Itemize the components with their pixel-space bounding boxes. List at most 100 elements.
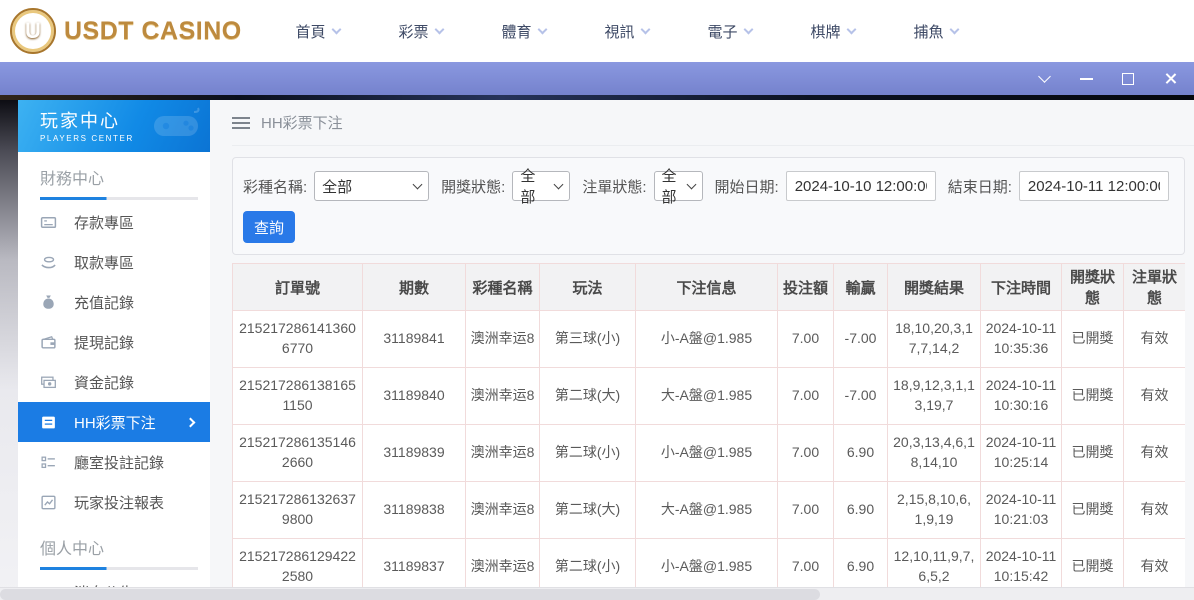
table-cell: -7.00 [833, 310, 888, 368]
window-title-bar [0, 62, 1194, 95]
table-cell: 小-A盤@1.985 [635, 310, 778, 368]
table-cell: 31189841 [362, 310, 466, 368]
table-column-header: 訂單號 [232, 263, 363, 311]
minimize-button[interactable] [1076, 69, 1096, 89]
table-column-header: 彩種名稱 [465, 263, 540, 311]
table-cell: 已開獎 [1061, 367, 1124, 425]
table-cell: 2152172861326379800 [232, 481, 363, 539]
table-cell: 澳洲幸运8 [465, 481, 540, 539]
end-date-input[interactable] [1018, 171, 1169, 201]
table-cell: 澳洲幸运8 [465, 310, 540, 368]
nav-item-3[interactable]: 體育 [472, 0, 575, 62]
nav-item-4[interactable]: 視訊 [575, 0, 678, 62]
nav-item-7[interactable]: 捕魚 [884, 0, 987, 62]
table-cell: 7.00 [777, 424, 834, 482]
selected-value: 全部 [322, 178, 353, 196]
order-status-select[interactable]: 全部 [653, 168, 703, 206]
table-column-header: 開獎狀態 [1061, 263, 1124, 311]
main-nav: 首頁 彩票 體育 視訊 電子 棋牌 捕魚 [266, 0, 987, 62]
chevron-down-icon [412, 179, 423, 190]
sidebar-item-label: 玩家投注報表 [74, 494, 165, 512]
table-cell: 31189838 [362, 481, 466, 539]
table-cell: 澳洲幸运8 [465, 424, 540, 482]
sidebar-title: 玩家中心 [40, 111, 120, 131]
table-cell: 18,9,12,3,1,13,19,7 [887, 367, 981, 425]
sidebar-item-0-0[interactable]: 存款專區 [18, 202, 210, 242]
table-cell: 2024-10-11 10:25:14 [980, 424, 1062, 482]
table-cell: 20,3,13,4,6,18,14,10 [887, 424, 981, 482]
sidebar-item-0-7[interactable]: 玩家投注報表 [18, 482, 210, 522]
lottery-name-select[interactable]: 全部 [314, 171, 430, 201]
page-title: HH彩票下注 [261, 115, 343, 132]
table-cell: 第三球(小) [539, 310, 636, 368]
draw-status-select[interactable]: 全部 [512, 168, 571, 206]
query-button[interactable]: 查詢 [243, 211, 295, 243]
table-cell: 7.00 [777, 367, 834, 425]
decorative-divider [0, 95, 1194, 100]
selected-value: 全部 [661, 168, 677, 206]
sidebar-item-0-1[interactable]: 取款專區 [18, 242, 210, 282]
table-cell: 7.00 [777, 310, 834, 368]
table-cell: 有效 [1123, 481, 1185, 539]
section-title: 個人中心 [40, 541, 105, 558]
table-cell: 31189837 [362, 538, 466, 596]
chart-icon [40, 494, 57, 511]
table-column-header: 下注信息 [635, 263, 778, 311]
nav-item-2[interactable]: 彩票 [369, 0, 472, 62]
maximize-icon [1122, 72, 1134, 85]
sidebar-item-label: 充值記錄 [74, 294, 135, 312]
sidebar-item-0-3[interactable]: 提現記錄 [18, 322, 210, 362]
table-cell: 2024-10-11 10:35:36 [980, 310, 1062, 368]
table-cell: 6.90 [833, 424, 888, 482]
table-cell: 澳洲幸运8 [465, 367, 540, 425]
table-cell: 大-A盤@1.985 [635, 367, 778, 425]
table-cell: 第二球(小) [539, 538, 636, 596]
table-cell: 2024-10-11 10:30:16 [980, 367, 1062, 425]
table-column-header: 注單狀態 [1123, 263, 1185, 311]
logo-icon: U [10, 8, 56, 54]
table-cell: 31189840 [362, 367, 466, 425]
section-underline [40, 567, 198, 570]
wallet-icon [40, 334, 57, 351]
nav-item-6[interactable]: 棋牌 [781, 0, 884, 62]
chevron-down-icon [1037, 70, 1051, 83]
table-cell: 第二球(大) [539, 367, 636, 425]
chevron-down-icon [686, 179, 696, 190]
horizontal-scrollbar[interactable] [0, 587, 1194, 600]
chevron-down-icon [949, 24, 959, 34]
table-cell: 已開獎 [1061, 481, 1124, 539]
table-cell: 2152172861351462660 [232, 424, 363, 482]
bet-records-table-wrap: 訂單號 期數 彩種名稱 玩法 下注信息 投注額 輸贏 開獎結果 下注時間 開獎狀態 注單狀態 215… [232, 263, 1185, 596]
table-column-header: 下注時間 [980, 263, 1062, 311]
dropdown-chevron-button[interactable] [1034, 69, 1054, 89]
close-icon [1164, 72, 1177, 85]
nav-item-1[interactable]: 首頁 [266, 0, 369, 62]
table-cell: 已開獎 [1061, 424, 1124, 482]
sidebar-item-label: 提現記錄 [74, 334, 135, 352]
maximize-button[interactable] [1118, 69, 1138, 89]
breadcrumb: HH彩票下注 [232, 100, 1194, 146]
table-cell: 2152172861413606770 [232, 310, 363, 368]
order-status-label: 注單狀態: [582, 178, 647, 196]
cash-icon [40, 374, 57, 391]
table-cell: 2024-10-11 10:15:42 [980, 538, 1062, 596]
table-cell: 2,15,8,10,6,1,9,19 [887, 481, 981, 539]
sidebar-item-0-2[interactable]: 充值記錄 [18, 282, 210, 322]
table-column-header: 輸贏 [833, 263, 888, 311]
start-date-input[interactable] [785, 171, 936, 201]
scrollbar-thumb[interactable] [0, 589, 820, 600]
table-column-header: 玩法 [539, 263, 636, 311]
logo-text: USDT CASINO [64, 16, 242, 45]
hamburger-menu-icon[interactable] [232, 116, 250, 129]
chevron-down-icon [434, 24, 444, 34]
sidebar-item-0-5[interactable]: HH彩票下注 [18, 402, 210, 442]
close-button[interactable] [1160, 69, 1180, 89]
sidebar-item-0-4[interactable]: 資金記錄 [18, 362, 210, 402]
nav-item-5[interactable]: 電子 [678, 0, 781, 62]
sidebar-item-0-6[interactable]: 廳室投註記錄 [18, 442, 210, 482]
table-cell: 有效 [1123, 310, 1185, 368]
table-cell: 有效 [1123, 538, 1185, 596]
sidebar-item-label: HH彩票下注 [74, 414, 156, 432]
